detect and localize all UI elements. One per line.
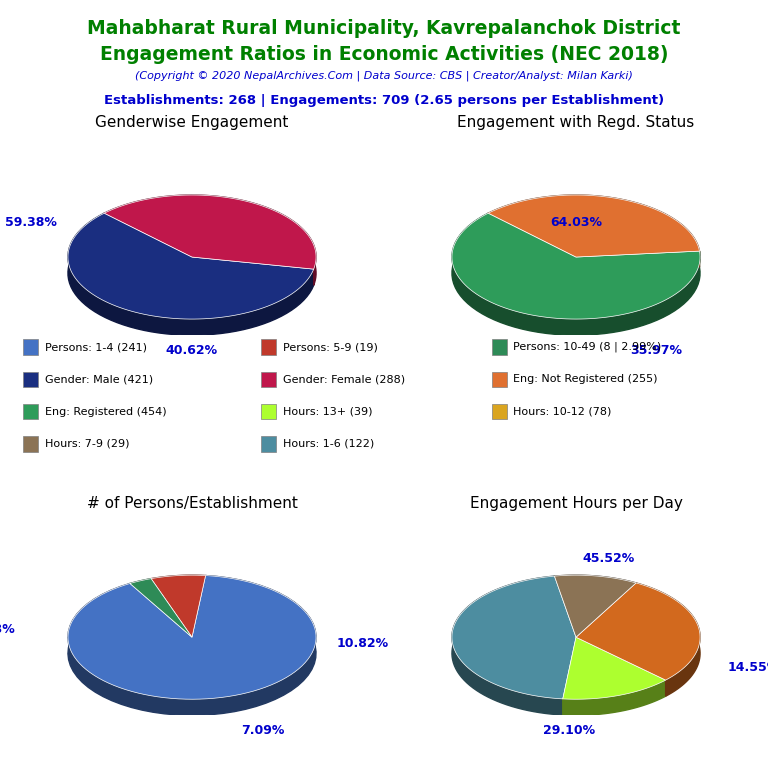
Text: 29.10%: 29.10%	[544, 724, 596, 737]
Title: Engagement with Regd. Status: Engagement with Regd. Status	[458, 115, 694, 131]
Text: Establishments: 268 | Engagements: 709 (2.65 persons per Establishment): Establishments: 268 | Engagements: 709 (…	[104, 94, 664, 107]
Text: Mahabharat Rural Municipality, Kavrepalanchok District: Mahabharat Rural Municipality, Kavrepala…	[88, 19, 680, 38]
Polygon shape	[488, 195, 700, 267]
Text: 35.97%: 35.97%	[631, 344, 683, 357]
Text: Persons: 10-49 (8 | 2.99%): Persons: 10-49 (8 | 2.99%)	[513, 342, 661, 353]
Text: Engagement Ratios in Economic Activities (NEC 2018): Engagement Ratios in Economic Activities…	[100, 45, 668, 64]
Polygon shape	[130, 578, 151, 600]
Text: 89.93%: 89.93%	[0, 624, 15, 636]
Text: 10.82%: 10.82%	[337, 637, 389, 650]
Text: 14.55%: 14.55%	[727, 661, 768, 674]
Polygon shape	[452, 576, 563, 715]
Polygon shape	[554, 575, 636, 637]
Polygon shape	[636, 583, 700, 697]
Text: (Copyright © 2020 NepalArchives.Com | Data Source: CBS | Creator/Analyst: Milan : (Copyright © 2020 NepalArchives.Com | Da…	[135, 71, 633, 81]
Polygon shape	[576, 583, 700, 680]
Polygon shape	[68, 214, 313, 319]
Polygon shape	[563, 637, 666, 699]
Polygon shape	[130, 578, 192, 637]
Polygon shape	[68, 575, 316, 699]
Text: Persons: 1-4 (241): Persons: 1-4 (241)	[45, 342, 147, 353]
Text: Eng: Not Registered (255): Eng: Not Registered (255)	[513, 374, 657, 385]
Text: Eng: Registered (454): Eng: Registered (454)	[45, 406, 166, 417]
Title: Genderwise Engagement: Genderwise Engagement	[95, 115, 289, 131]
Text: 45.52%: 45.52%	[582, 551, 634, 564]
Text: Hours: 7-9 (29): Hours: 7-9 (29)	[45, 439, 129, 449]
Polygon shape	[452, 214, 700, 319]
Text: Hours: 1-6 (122): Hours: 1-6 (122)	[283, 439, 374, 449]
Text: 59.38%: 59.38%	[5, 216, 57, 229]
Polygon shape	[554, 575, 636, 599]
Text: Gender: Female (288): Gender: Female (288)	[283, 374, 405, 385]
Polygon shape	[104, 195, 316, 285]
Text: 7.09%: 7.09%	[241, 724, 285, 737]
Polygon shape	[104, 195, 316, 269]
Polygon shape	[563, 680, 666, 715]
Text: 40.62%: 40.62%	[166, 344, 218, 357]
Text: Hours: 13+ (39): Hours: 13+ (39)	[283, 406, 372, 417]
Polygon shape	[151, 575, 206, 637]
Polygon shape	[488, 195, 700, 257]
Polygon shape	[68, 214, 313, 335]
Title: # of Persons/Establishment: # of Persons/Establishment	[87, 495, 297, 511]
Polygon shape	[452, 214, 700, 335]
Text: Gender: Male (421): Gender: Male (421)	[45, 374, 153, 385]
Polygon shape	[151, 575, 206, 594]
Title: Engagement Hours per Day: Engagement Hours per Day	[469, 495, 683, 511]
Text: Hours: 10-12 (78): Hours: 10-12 (78)	[513, 406, 611, 417]
Text: 64.03%: 64.03%	[550, 216, 602, 229]
Polygon shape	[452, 576, 576, 699]
Polygon shape	[68, 575, 316, 715]
Text: Persons: 5-9 (19): Persons: 5-9 (19)	[283, 342, 378, 353]
